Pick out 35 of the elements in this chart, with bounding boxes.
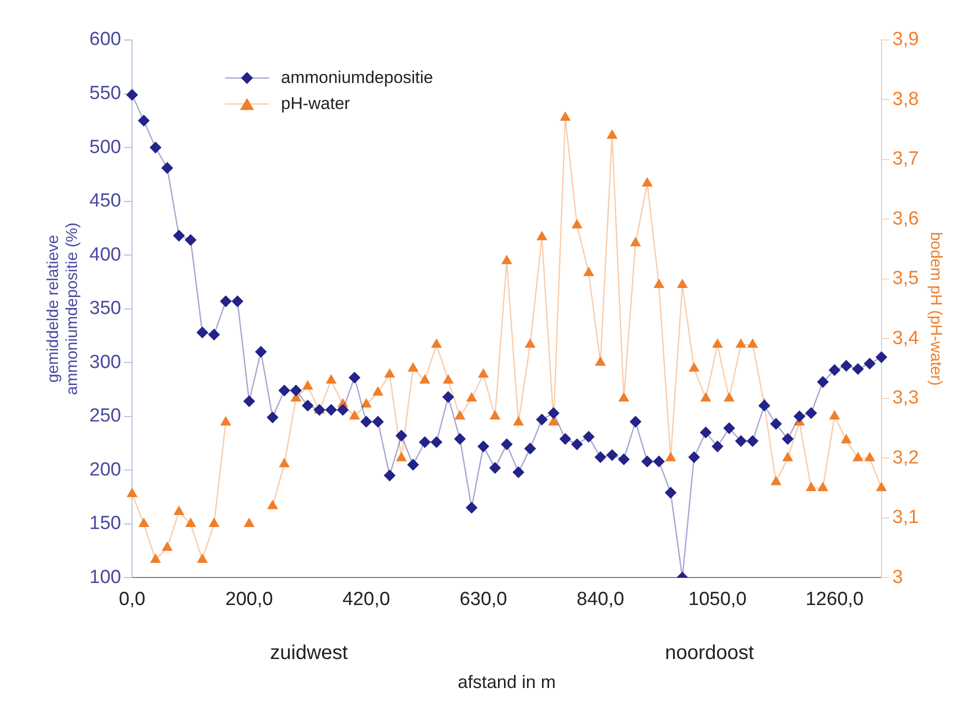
x-tick-label: 1050,0 <box>688 589 747 610</box>
y2-tick-label: 3,6 <box>892 208 919 230</box>
x-tick-label: 840,0 <box>576 589 624 610</box>
y2-tick-label: 3,4 <box>892 328 920 349</box>
y-tick-label: 350 <box>89 298 122 320</box>
legend-label: ammoniumdepositie <box>281 68 434 88</box>
x-tick-label: 630,0 <box>460 589 508 610</box>
y-axis-title: gemiddelde relatieve ammoniumdepositie (%) <box>45 222 82 396</box>
y-tick-label: 500 <box>89 136 122 158</box>
y-tick-label: 150 <box>89 513 122 534</box>
y2-tick-label: 3,9 <box>892 29 919 50</box>
text: zuidwest <box>270 642 348 665</box>
x-axis-title: afstand in m <box>458 672 556 692</box>
y2-tick-label: 3,1 <box>892 507 919 528</box>
y-tick-label: 600 <box>89 29 122 50</box>
y-tick-label: 100 <box>89 566 122 588</box>
x-tick-label: 200,0 <box>225 589 273 610</box>
y2-tick-label: 3,3 <box>892 388 919 409</box>
legend-label: pH-water <box>281 94 350 114</box>
y2-tick-label: 3,5 <box>892 268 919 290</box>
x-tick-label: 0,0 <box>118 589 146 610</box>
y2-tick-label: 3,8 <box>892 88 919 110</box>
y-tick-label: 300 <box>89 352 122 373</box>
y-tick-label: 450 <box>89 190 122 212</box>
y2-axis-title: bodem pH (pH-water) <box>926 232 944 386</box>
y2-tick-label: 3,7 <box>892 148 919 170</box>
y-tick-label: 250 <box>89 406 122 427</box>
x-tick-label: 420,0 <box>342 589 390 610</box>
x-tick-label: 1260,0 <box>805 589 864 610</box>
y2-tick-label: 3,2 <box>892 447 919 468</box>
text: noordoost <box>665 642 754 665</box>
y-tick-label: 200 <box>89 459 122 480</box>
y-tick-label: 400 <box>89 244 122 266</box>
y2-tick-label: 3 <box>892 566 903 588</box>
y-tick-label: 550 <box>89 82 122 104</box>
